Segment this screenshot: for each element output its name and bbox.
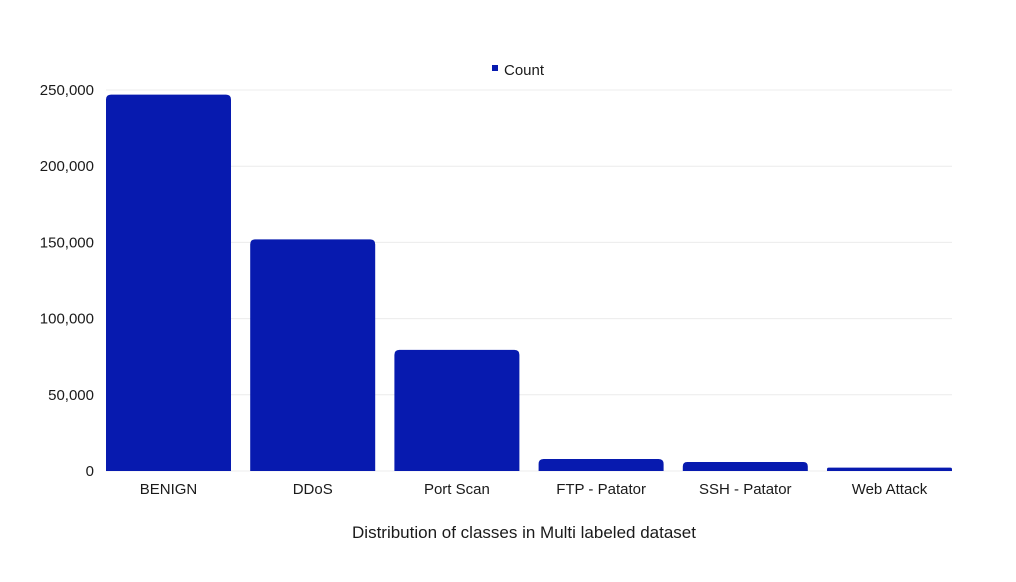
- y-tick-label: 100,000: [40, 311, 94, 328]
- y-tick-label: 250,000: [40, 82, 94, 99]
- x-tick-label: Port Scan: [424, 481, 490, 498]
- bar-ddos: [250, 239, 376, 471]
- y-tick-label: 150,000: [40, 234, 94, 251]
- y-tick-label: 200,000: [40, 158, 94, 175]
- legend-swatch: [492, 65, 498, 71]
- legend: Count: [492, 62, 545, 79]
- x-axis: BENIGN DDoS Port Scan FTP - Patator SSH - Pa…: [140, 481, 928, 498]
- y-tick-label: 50,000: [48, 387, 94, 404]
- legend-label: Count: [504, 62, 545, 79]
- x-tick-label: BENIGN: [140, 481, 198, 498]
- bar-web-attack: [827, 467, 952, 471]
- x-tick-label: FTP - Patator: [556, 481, 646, 498]
- x-tick-label: DDoS: [293, 481, 333, 498]
- bars: [106, 94, 952, 472]
- bar-ftp-patator: [538, 458, 664, 471]
- bar-port-scan: [394, 349, 520, 471]
- x-axis-title: Distribution of classes in Multi labeled…: [352, 523, 696, 542]
- x-tick-label: Web Attack: [852, 481, 928, 498]
- grid-layer: [106, 89, 952, 472]
- bar-ssh-patator: [682, 462, 808, 471]
- y-tick-label: 0: [86, 463, 94, 480]
- bar-benign: [106, 94, 231, 472]
- y-axis: 0 50,000 100,000 150,000 200,000 250,000: [40, 82, 94, 480]
- x-tick-label: SSH - Patator: [699, 481, 792, 498]
